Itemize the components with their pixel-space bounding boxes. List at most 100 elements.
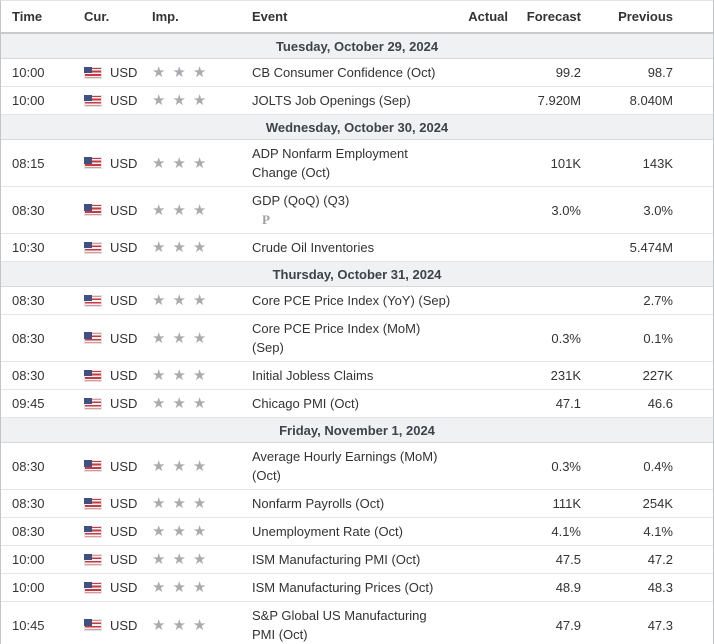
event-name[interactable]: Core PCE Price Index (YoY) (Sep) [252, 293, 451, 308]
event-name[interactable]: ISM Manufacturing Prices (Oct) [252, 580, 434, 595]
currency-cell: USD [84, 238, 152, 257]
us-flag-icon [84, 294, 102, 307]
importance-stars-icon: ★★★ [152, 457, 214, 475]
date-header-row: Thursday, October 31, 2024 [1, 262, 713, 287]
previous-value: 98.7 [647, 65, 673, 80]
forecast-value: 99.2 [555, 65, 581, 80]
us-flag-icon [84, 332, 102, 344]
date-header-row: Tuesday, October 29, 2024 [1, 34, 713, 59]
importance-stars-icon: ★★★ [152, 239, 214, 256]
event-time: 10:30 [12, 240, 45, 255]
currency-cell: USD [84, 366, 152, 385]
event-name[interactable]: Unemployment Rate (Oct) [252, 524, 403, 539]
event-name[interactable]: Initial Jobless Claims [252, 368, 374, 383]
previous-value: 8.040M [629, 93, 673, 108]
event-name[interactable]: Crude Oil Inventories [252, 240, 375, 255]
event-name-cell: Crude Oil Inventories [252, 238, 452, 257]
event-name[interactable]: JOLTS Job Openings (Sep) [252, 93, 411, 108]
event-row[interactable]: 08:30 USD ★★★ Unemployment Rate (Oct) 4.1% 4.… [1, 518, 713, 546]
event-row[interactable]: 09:45 USD ★★★ Chicago PMI (Oct) 47.1 46.6 [1, 390, 713, 418]
event-time: 08:30 [12, 330, 45, 346]
column-header-previous: Previous [618, 9, 673, 24]
forecast-value: 47.1 [555, 396, 581, 411]
event-name[interactable]: Average Hourly Earnings (MoM) (Oct) [252, 449, 438, 483]
event-name-cell: S&P Global US Manufacturing PMI (Oct) [252, 606, 452, 644]
previous-value: 3.0% [643, 202, 673, 218]
event-row[interactable]: 10:00 USD ★★★ CB Consumer Confidence (Oct) 9… [1, 59, 713, 87]
event-time: 08:15 [12, 155, 45, 171]
column-header-currency: Cur. [84, 9, 110, 24]
forecast-value: 47.5 [555, 552, 581, 567]
event-row[interactable]: 08:30 USD ★★★ Core PCE Price Index (MoM) (S… [1, 315, 713, 362]
table-header: Time Cur. Imp. Event Actual Forecast Pre… [1, 1, 713, 34]
event-row[interactable]: 08:15 USD ★★★ ADP Nonfarm Employment Change… [1, 140, 713, 187]
column-header-forecast: Forecast [526, 9, 581, 24]
currency-code: USD [110, 65, 138, 80]
importance-stars-icon: ★★★ [152, 616, 214, 634]
us-flag-icon [84, 94, 102, 107]
importance-stars-icon: ★★★ [152, 92, 214, 109]
currency-cell: USD [84, 394, 152, 413]
us-flag-icon [84, 204, 102, 216]
column-header-time: Time [12, 9, 43, 24]
event-time: 10:00 [12, 580, 45, 595]
currency-cell: USD [84, 91, 152, 110]
currency-code: USD [110, 396, 138, 411]
event-name-cell: Initial Jobless Claims [252, 366, 452, 385]
event-row[interactable]: 10:00 USD ★★★ ISM Manufacturing Prices (Oct… [1, 574, 713, 602]
currency-cell: USD [84, 550, 152, 569]
previous-value: 46.6 [647, 396, 673, 411]
event-row[interactable]: 10:45 USD ★★★ S&P Global US Manufacturing P… [1, 602, 713, 644]
event-row[interactable]: 08:30 USD ★★★ Average Hourly Earnings (MoM)… [1, 443, 713, 490]
event-name-cell: JOLTS Job Openings (Sep) [252, 91, 452, 110]
event-time: 10:00 [12, 93, 45, 108]
event-time: 10:00 [12, 65, 45, 80]
event-row[interactable]: 08:30 USD ★★★ GDP (QoQ) (Q3) P 3.0% 3.0% [1, 187, 713, 234]
forecast-value: 7.920M [537, 93, 581, 108]
us-flag-icon [84, 497, 102, 510]
event-name-cell: GDP (QoQ) (Q3) P [252, 191, 452, 229]
currency-cell: USD [84, 494, 152, 513]
event-row[interactable]: 08:30 USD ★★★ Core PCE Price Index (YoY) (S… [1, 287, 713, 315]
currency-cell: USD [84, 63, 152, 82]
event-row[interactable]: 10:00 USD ★★★ JOLTS Job Openings (Sep) 7.920… [1, 87, 713, 115]
event-row[interactable]: 08:30 USD ★★★ Nonfarm Payrolls (Oct) 111K 254… [1, 490, 713, 518]
currency-cell: USD [84, 291, 152, 310]
event-name-cell: Core PCE Price Index (YoY) (Sep) [252, 291, 452, 310]
us-flag-icon [84, 241, 102, 254]
date-header-row: Friday, November 1, 2024 [1, 418, 713, 443]
event-name-cell: CB Consumer Confidence (Oct) [252, 63, 452, 82]
event-name[interactable]: S&P Global US Manufacturing PMI (Oct) [252, 608, 427, 642]
importance-stars-icon: ★★★ [152, 551, 214, 568]
previous-value: 47.2 [647, 552, 673, 567]
us-flag-icon [84, 581, 102, 594]
event-time: 08:30 [12, 496, 45, 511]
currency-code: USD [110, 330, 138, 346]
forecast-value: 231K [550, 368, 581, 383]
previous-value: 227K [642, 368, 673, 383]
event-time: 10:45 [12, 617, 45, 633]
forecast-value: 4.1% [551, 524, 581, 539]
event-name[interactable]: Nonfarm Payrolls (Oct) [252, 496, 385, 511]
currency-code: USD [110, 240, 138, 255]
us-flag-icon [84, 369, 102, 382]
event-name-cell: ISM Manufacturing Prices (Oct) [252, 578, 452, 597]
event-row[interactable]: 10:30 USD ★★★ Crude Oil Inventories 5.474M [1, 234, 713, 262]
previous-value: 2.7% [643, 293, 673, 308]
event-name-cell: Unemployment Rate (Oct) [252, 522, 452, 541]
event-name[interactable]: CB Consumer Confidence (Oct) [252, 65, 436, 80]
currency-cell: USD [84, 578, 152, 597]
currency-code: USD [110, 496, 138, 511]
event-name[interactable]: GDP (QoQ) (Q3) [252, 193, 350, 208]
event-row[interactable]: 08:30 USD ★★★ Initial Jobless Claims 231K 227… [1, 362, 713, 390]
event-row[interactable]: 10:00 USD ★★★ ISM Manufacturing PMI (Oct) 47… [1, 546, 713, 574]
importance-stars-icon: ★★★ [152, 201, 214, 219]
event-name[interactable]: Core PCE Price Index (MoM) (Sep) [252, 321, 421, 355]
importance-stars-icon: ★★★ [152, 64, 214, 81]
column-header-actual: Actual [468, 9, 508, 24]
event-name[interactable]: ADP Nonfarm Employment Change (Oct) [252, 146, 408, 180]
event-name[interactable]: ISM Manufacturing PMI (Oct) [252, 552, 421, 567]
event-name[interactable]: Chicago PMI (Oct) [252, 396, 359, 411]
currency-code: USD [110, 552, 138, 567]
importance-stars-icon: ★★★ [152, 523, 214, 540]
